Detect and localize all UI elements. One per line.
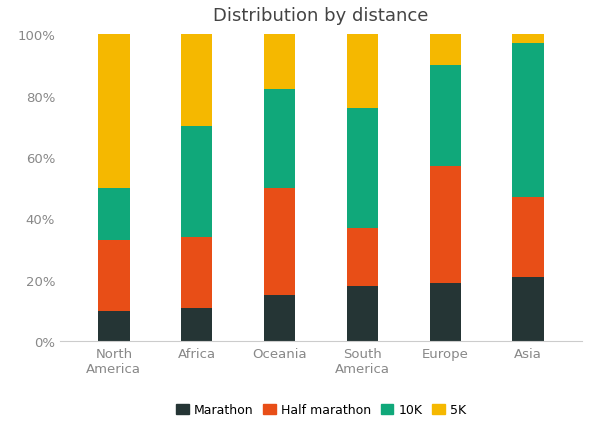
Bar (98, 311, 130, 342)
Bar (512, 198, 544, 277)
Bar (430, 35, 461, 66)
Bar (264, 90, 295, 188)
Bar (264, 188, 295, 296)
Bar (347, 109, 378, 228)
Bar (98, 35, 130, 188)
Bar (181, 127, 212, 237)
Bar (264, 35, 295, 90)
Bar (430, 283, 461, 342)
Bar (181, 308, 212, 342)
Bar (347, 286, 378, 342)
Bar (512, 44, 544, 198)
Bar (181, 35, 212, 127)
Bar (430, 66, 461, 167)
Bar (430, 167, 461, 283)
Bar (98, 240, 130, 311)
Title: Distribution by distance: Distribution by distance (214, 7, 428, 25)
Bar (347, 228, 378, 286)
Bar (347, 35, 378, 109)
Bar (98, 188, 130, 240)
Bar (181, 237, 212, 308)
Legend: Marathon, Half marathon, 10K, 5K: Marathon, Half marathon, 10K, 5K (171, 398, 471, 421)
Bar (512, 277, 544, 342)
Bar (512, 35, 544, 44)
Bar (264, 296, 295, 342)
